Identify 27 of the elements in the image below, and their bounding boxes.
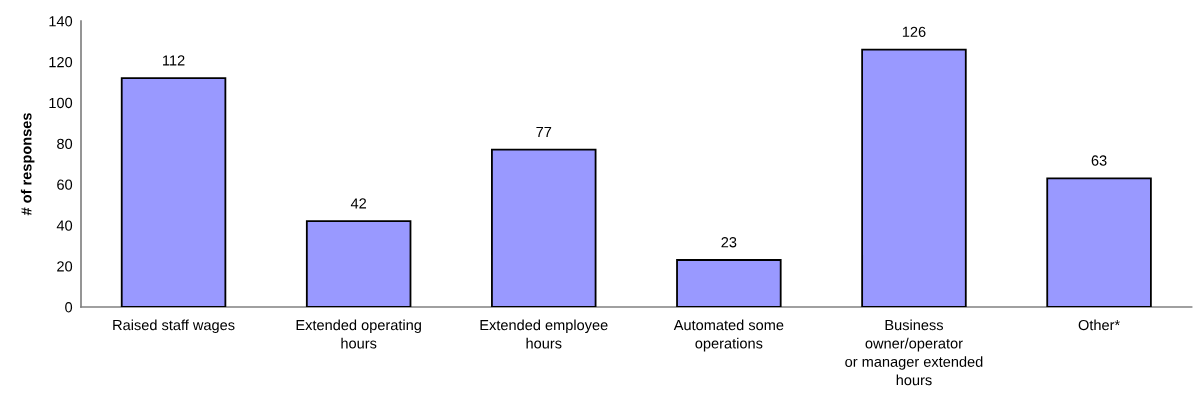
y-tick-label: 120 (49, 56, 73, 68)
y-tick-label: 0 (65, 302, 73, 313)
y-tick-label: 100 (49, 97, 73, 109)
bar (861, 48, 967, 307)
y-tick-label: 60 (57, 179, 73, 190)
data-label: 23 (721, 237, 737, 248)
bar (305, 220, 412, 307)
data-label: 77 (536, 126, 552, 137)
bar (120, 77, 227, 307)
x-tick-label: Extended operating hours (296, 319, 421, 349)
x-tick-label: Extended employee hours (480, 319, 608, 349)
x-tick-label: Automated some operations (673, 319, 784, 352)
x-tick-label: Raised staff wages (113, 319, 235, 334)
y-axis-title: # of responses (20, 113, 35, 216)
x-tick-label: Other* (1078, 319, 1120, 331)
data-label: 112 (163, 55, 185, 66)
x-tick-label: Business owner/operator or manager extended hours (845, 319, 983, 386)
y-tick-label: 80 (57, 138, 73, 149)
bar (491, 148, 597, 307)
y-tick-label: 140 (49, 16, 73, 27)
y-tick-label: 40 (56, 220, 73, 231)
data-label: 42 (350, 198, 367, 209)
data-label: 126 (902, 26, 926, 37)
data-label: 63 (1091, 155, 1107, 166)
bar (676, 259, 782, 307)
y-tick-label: 20 (57, 261, 73, 272)
bar (1046, 177, 1152, 307)
